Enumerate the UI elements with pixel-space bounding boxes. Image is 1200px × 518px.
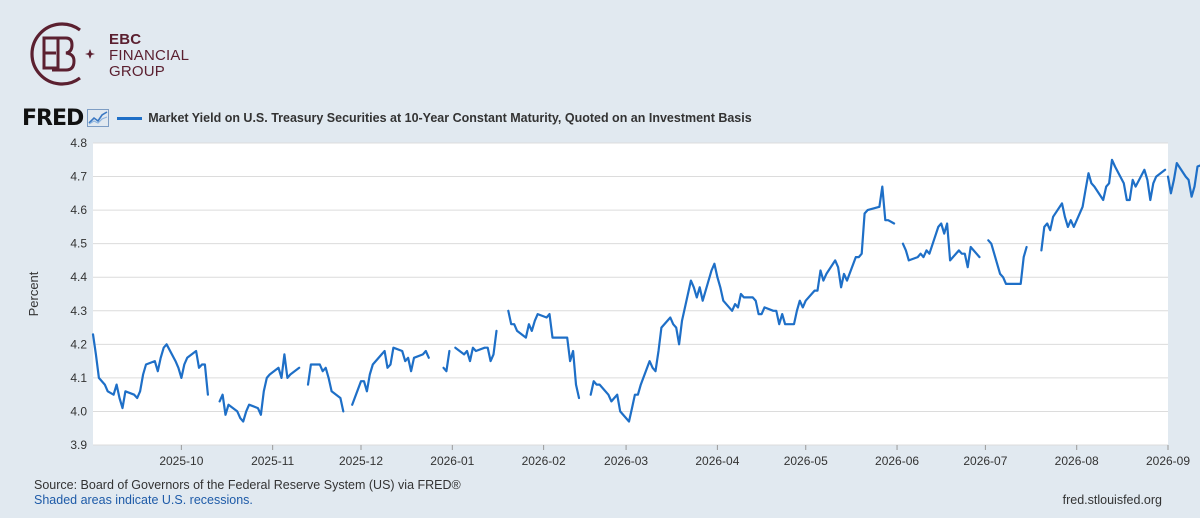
x-tick-label: 2026-08	[1055, 454, 1099, 468]
ebc-monogram-icon	[30, 22, 95, 86]
x-tick-label: 2026-09	[1146, 454, 1190, 468]
series-line-segment	[91, 333, 209, 410]
chart-header: FRED Market Yield on U.S. Treasury Secur…	[22, 105, 752, 131]
legend-series-label: Market Yield on U.S. Treasury Securities…	[148, 111, 752, 125]
x-axis-ticks: 2025-10 2025-11 2025-12 2026-01 2026-02 2026-…	[159, 445, 1190, 468]
ebc-logo: EBC FINANCIAL GROUP	[22, 18, 212, 90]
x-tick-label: 2025-10	[159, 454, 203, 468]
y-tick-label: 4.8	[70, 136, 87, 150]
series-lines	[91, 158, 1200, 423]
y-axis-label: Percent	[26, 271, 41, 316]
y-tick-label: 4.2	[70, 337, 87, 351]
series-line-segment	[1166, 162, 1200, 198]
x-tick-label: 2026-03	[604, 454, 648, 468]
brand-line-3: GROUP	[109, 63, 166, 80]
series-line-segment	[306, 363, 345, 413]
series-line-segment	[589, 185, 896, 423]
y-tick-label: 4.0	[70, 404, 87, 418]
x-tick-label: 2026-02	[522, 454, 566, 468]
series-line-segment	[1040, 158, 1167, 252]
y-tick-label: 4.3	[70, 304, 87, 318]
x-tick-label: 2025-11	[251, 454, 294, 468]
y-axis-ticks: 3.9 4.0 4.1 4.2 4.3 4.4 4.5 4.6 4.7 4.8	[70, 136, 87, 452]
y-tick-label: 3.9	[70, 438, 87, 452]
plot-area	[93, 143, 1168, 445]
series-line-segment	[454, 329, 498, 363]
y-tick-label: 4.7	[70, 170, 87, 184]
series-line-segment	[442, 349, 451, 373]
x-tick-label: 2026-06	[875, 454, 919, 468]
series-line-segment	[507, 309, 581, 400]
y-tick-label: 4.5	[70, 237, 87, 251]
source-note: Source: Board of Governors of the Federa…	[34, 478, 461, 492]
series-line-segment	[901, 222, 981, 269]
y-tick-label: 4.4	[70, 270, 87, 284]
brand-line-2: FINANCIAL	[109, 47, 190, 64]
fred-logo[interactable]: FRED	[22, 105, 84, 131]
x-tick-label: 2026-01	[430, 454, 474, 468]
chart-trend-icon	[87, 109, 110, 127]
legend-swatch	[117, 116, 143, 120]
series-line-segment	[987, 239, 1028, 285]
series-line-segment	[351, 346, 430, 406]
site-url[interactable]: fred.stlouisfed.org	[1062, 493, 1162, 507]
x-tick-label: 2026-04	[695, 454, 739, 468]
footer-notes: Source: Board of Governors of the Federa…	[34, 478, 461, 508]
x-tick-label: 2026-05	[784, 454, 828, 468]
series-line-segment	[218, 353, 301, 423]
brand-line-1: EBC	[109, 31, 142, 48]
y-tick-label: 4.1	[70, 371, 87, 385]
recession-note[interactable]: Shaded areas indicate U.S. recessions.	[34, 493, 253, 507]
x-tick-label: 2026-07	[963, 454, 1007, 468]
x-tick-label: 2025-12	[339, 454, 383, 468]
y-tick-label: 4.6	[70, 203, 87, 217]
